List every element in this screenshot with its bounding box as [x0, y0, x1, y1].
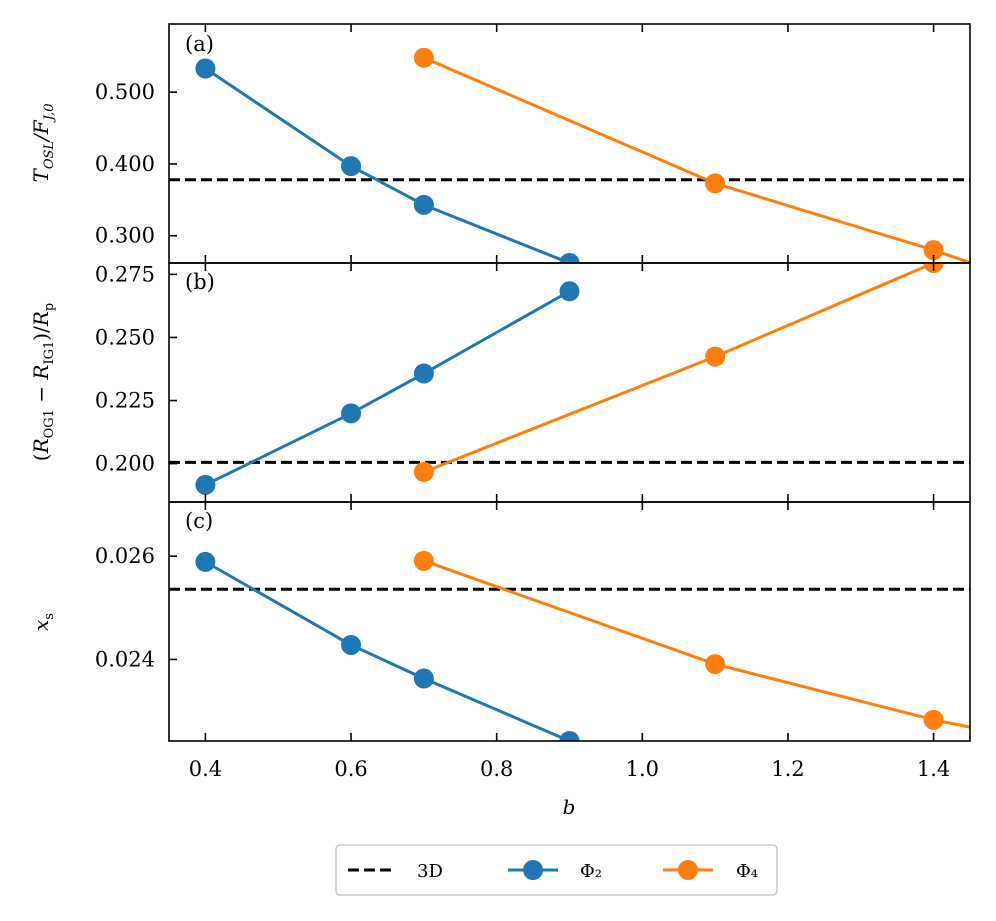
panel-a-series-0-point — [341, 156, 362, 177]
panel-a-series-layer — [195, 47, 970, 263]
panel-c-ytick-label: 0.026 — [95, 544, 155, 568]
panel-c-frame — [168, 501, 971, 742]
panel-b-ytick-label: 0.225 — [95, 389, 155, 413]
panel-c-series-1-point — [705, 654, 726, 675]
panel-c-ytick-label: 0.024 — [95, 647, 155, 671]
panel-b-series-1-point — [705, 346, 726, 367]
panel-b-series-1-point — [413, 461, 434, 482]
panel-b-series-0-line — [204, 289, 571, 487]
panel-a-label: (a) — [185, 32, 214, 56]
legend-phi2-label: Φ₂ — [580, 861, 602, 882]
panel-a-series-1-point — [413, 47, 434, 68]
panel-c-series-0-point — [341, 634, 362, 655]
legend-phi4-label: Φ₄ — [736, 861, 758, 882]
panel-c-series-0-point — [559, 731, 580, 741]
legend-phi4-marker — [678, 860, 698, 880]
panel-b-series-layer — [195, 263, 944, 495]
panel-b-ytick-label: 0.200 — [95, 452, 155, 476]
panel-b-ytick-label: 0.275 — [95, 262, 155, 286]
panel-c-series-1-line — [423, 559, 970, 729]
x-axis-label: b — [563, 795, 576, 819]
panel-b-series-0-point — [413, 363, 434, 384]
x-tick-label: 0.8 — [480, 757, 513, 781]
panel-a-series-0-point — [413, 194, 434, 215]
panel-a-series-1-point — [923, 240, 944, 261]
x-tick-label: 1.0 — [626, 757, 659, 781]
panel-b-ytick-label: 0.250 — [95, 325, 155, 349]
x-tick-label: 1.4 — [917, 757, 950, 781]
x-tick-label: 0.6 — [334, 757, 367, 781]
panel-b-series-1-line — [423, 263, 935, 474]
panel-a: 0.300 0.400 0.500 (a) TOSL/FJ,0 — [29, 23, 971, 264]
panel-b-ylabel: (ROG1 − RIG1)/Rp — [29, 303, 57, 461]
panel-c-ticks: 0.024 0.026 — [95, 502, 935, 741]
panel-c-series-1-point — [923, 709, 944, 730]
panel-a-series-0-point — [195, 58, 216, 79]
panel-c-series-layer — [195, 550, 970, 741]
legend: 3D Φ₂ Φ₄ — [335, 844, 778, 896]
x-tick-label: 0.4 — [189, 757, 222, 781]
panel-a-series-1-point — [705, 173, 726, 194]
panel-a-series-1-line — [423, 56, 970, 263]
panel-a-frame — [168, 23, 971, 264]
panel-c-label: (c) — [185, 509, 213, 533]
panel-a-ytick-label: 0.300 — [95, 224, 155, 248]
panel-b-series-0-point — [559, 281, 580, 302]
panel-a-series-0-point — [559, 253, 580, 263]
panel-b-series-0-point — [195, 474, 216, 495]
panel-a-series-0-line — [204, 67, 571, 263]
x-tick-label: 1.2 — [771, 757, 804, 781]
panel-b-series-0-point — [341, 403, 362, 424]
panel-c-series-0-point — [413, 668, 434, 689]
panel-a-ytick-label: 0.400 — [95, 152, 155, 176]
panel-c-series-0-point — [195, 551, 216, 572]
panel-c-series-0-line — [204, 560, 571, 741]
panel-b-ticks: 0.200 0.225 0.250 0.275 — [95, 262, 935, 502]
panel-a-ticks: 0.300 0.400 0.500 — [95, 24, 935, 263]
panel-b: 0.200 0.225 0.250 0.275 (b) (ROG1 − RIG1)/R… — [29, 262, 971, 503]
panel-a-ylabel: TOSL/FJ,0 — [29, 103, 57, 182]
panel-c: 0.024 0.026 (c) xs — [29, 501, 971, 742]
x-tick-labels: 0.4 0.6 0.8 1.0 1.2 1.4 — [189, 757, 951, 781]
panel-c-ylabel: xs — [29, 613, 57, 631]
panel-b-label: (b) — [185, 270, 215, 294]
legend-3d-label: 3D — [417, 861, 443, 882]
panel-c-series-1-point — [413, 550, 434, 571]
legend-phi2-marker — [523, 860, 543, 880]
panel-a-ytick-label: 0.500 — [95, 80, 155, 104]
